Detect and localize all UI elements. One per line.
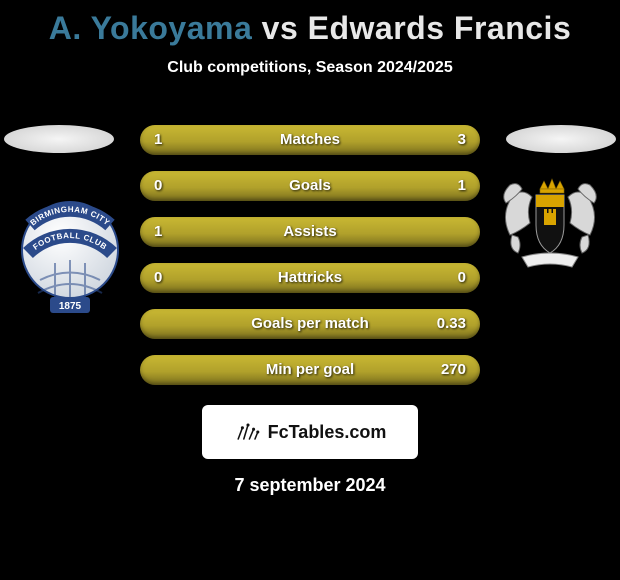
comparison-card: A. Yokoyama vs Edwards Francis Club comp… <box>0 0 620 580</box>
stat-value-right: 1 <box>416 171 466 201</box>
stat-row: 0Goals1 <box>140 171 480 201</box>
stat-row: Goals per match0.33 <box>140 309 480 339</box>
stat-row: 1Assists <box>140 217 480 247</box>
stats-list: 1Matches30Goals11Assists0Hattricks0Goals… <box>140 125 480 401</box>
stat-value-right: 0.33 <box>416 309 466 339</box>
club-badge-right <box>500 175 600 305</box>
brand-icon <box>234 418 262 446</box>
title-player-left: A. Yokoyama <box>49 10 253 46</box>
stat-row: 0Hattricks0 <box>140 263 480 293</box>
player-oval-left <box>4 125 114 153</box>
stat-row: 1Matches3 <box>140 125 480 155</box>
club-badge-left: BIRMINGHAM CITY FOOTBALL CLUB 1875 <box>20 185 120 315</box>
club-badge-left-svg: BIRMINGHAM CITY FOOTBALL CLUB 1875 <box>20 185 120 315</box>
stat-label: Assists <box>140 217 480 247</box>
stat-value-right: 0 <box>416 263 466 293</box>
stat-row: Min per goal270 <box>140 355 480 385</box>
title-player-right: Edwards Francis <box>308 10 572 46</box>
page-title: A. Yokoyama vs Edwards Francis <box>0 0 620 47</box>
content-area: BIRMINGHAM CITY FOOTBALL CLUB 1875 <box>0 107 620 387</box>
subtitle: Club competitions, Season 2024/2025 <box>0 59 620 77</box>
date-text: 7 september 2024 <box>0 475 620 496</box>
brand-text: FcTables.com <box>268 422 387 443</box>
title-vs: vs <box>262 10 308 46</box>
stat-value-right: 3 <box>416 125 466 155</box>
footer-brand: FcTables.com <box>202 405 418 459</box>
club-badge-right-svg <box>500 175 600 275</box>
badge-left-year: 1875 <box>59 301 82 312</box>
player-oval-right <box>506 125 616 153</box>
stat-value-right: 270 <box>416 355 466 385</box>
